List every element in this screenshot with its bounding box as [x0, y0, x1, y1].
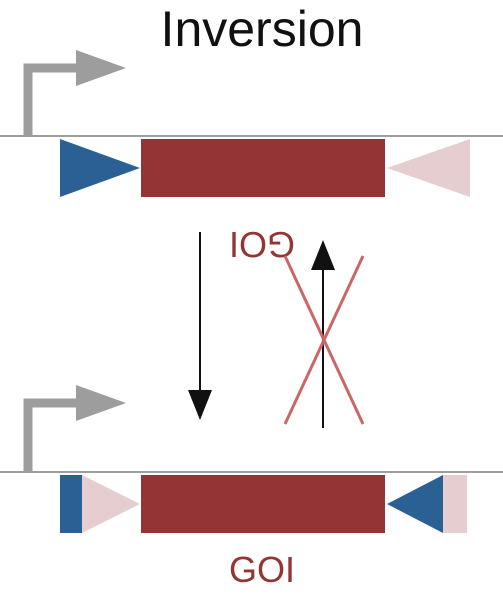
blocked-reverse-arrow [311, 240, 335, 428]
down-arrow [188, 232, 212, 420]
title: Inversion [161, 1, 364, 57]
promoter-arrow-bottom [23, 385, 126, 472]
top-construct: GOI [0, 50, 503, 265]
bottom-construct: GOI [0, 385, 503, 590]
loxp-site-left-bottom [60, 475, 140, 533]
gene-box-top [141, 139, 385, 197]
loxp-site-right-bottom [387, 475, 467, 533]
loxp-site-right-top [387, 139, 470, 197]
gene-label: GOI [229, 549, 295, 590]
promoter-arrow-top [23, 50, 126, 136]
gene-label-inverted: GOI [229, 224, 295, 265]
loxp-site-left-top [60, 139, 140, 197]
transition-arrows [188, 232, 365, 428]
gene-box-bottom [141, 475, 385, 533]
cross-mark [283, 255, 365, 425]
